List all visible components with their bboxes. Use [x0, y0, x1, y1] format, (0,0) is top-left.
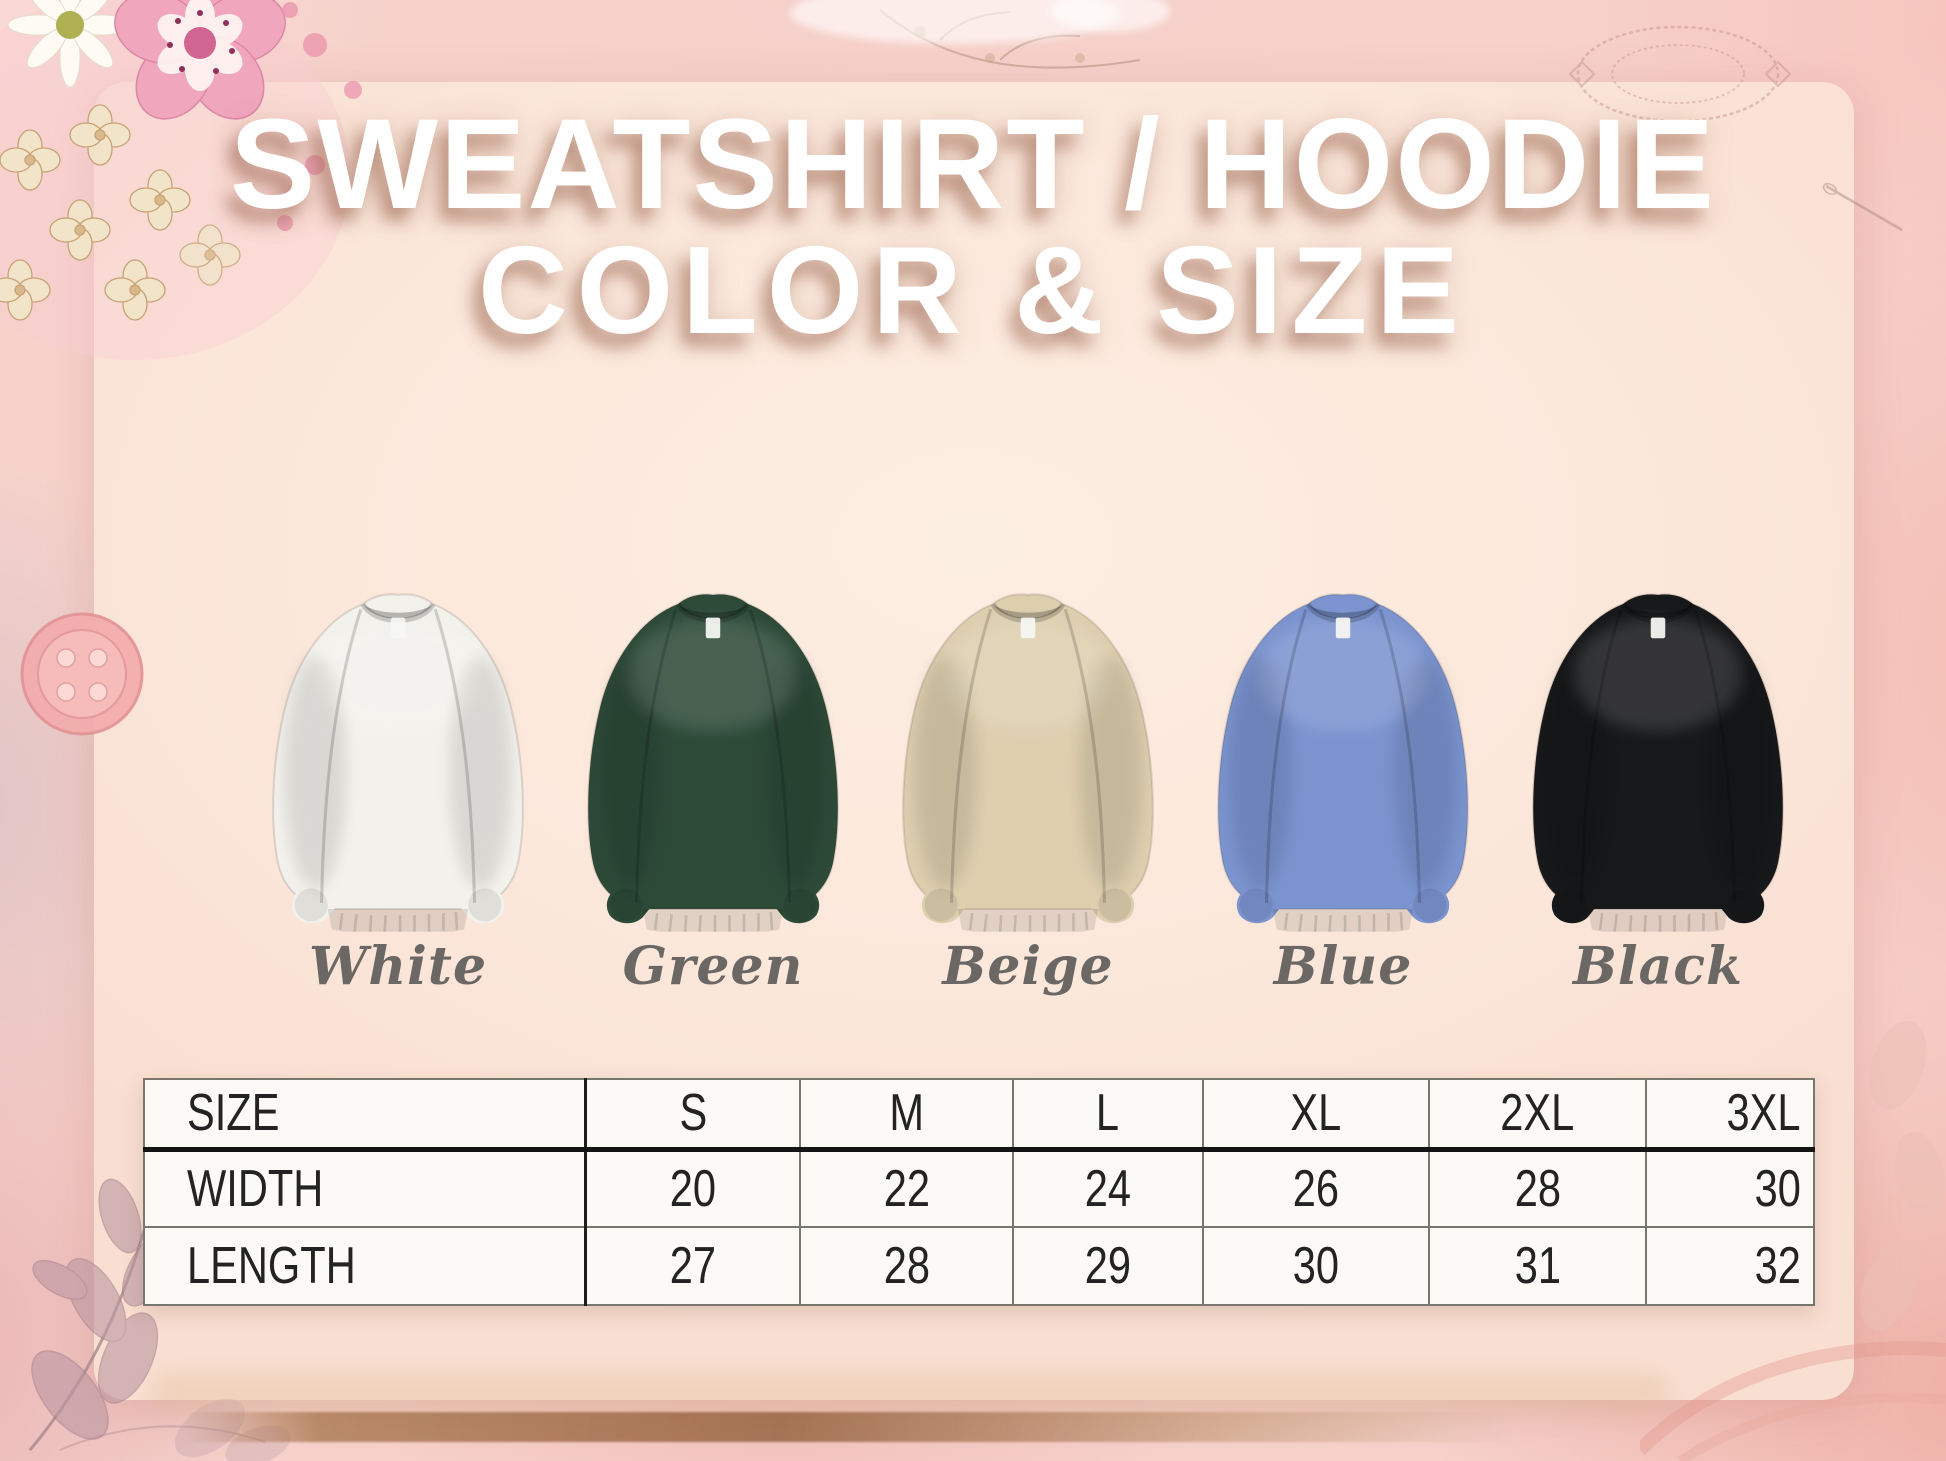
product-figure-blue: Blue [1183, 576, 1503, 997]
sweatshirt-image-blue [1188, 576, 1498, 932]
table-cell: 20 [584, 1148, 802, 1228]
product-figure-black: Black [1498, 576, 1818, 997]
table-cell: 31 [1428, 1226, 1648, 1306]
product-figure-beige: Beige [868, 576, 1188, 997]
product-figure-white: White [238, 576, 558, 997]
table-cell: 28 [1428, 1148, 1648, 1228]
table-cell: 32 [1645, 1226, 1815, 1306]
row-label-width: WIDTH [143, 1148, 588, 1228]
table-cell: 28 [799, 1226, 1014, 1306]
sweatshirt-image-black [1503, 576, 1813, 932]
color-label-white: White [308, 936, 488, 997]
sweatshirt-image-white [243, 576, 553, 932]
color-label-green: Green [622, 936, 804, 997]
wooden-shelf-edge [185, 1412, 1515, 1442]
size-table-header-xl: XL [1201, 1078, 1431, 1152]
size-table: SIZE S M L XL 2XL 3XL WIDTH 20 22 24 26 … [143, 1078, 1815, 1306]
table-cell: 27 [584, 1226, 802, 1306]
size-table-header-l: L [1011, 1078, 1204, 1152]
size-table-header-3xl: 3XL [1645, 1078, 1815, 1152]
title-line-2: COLOR & SIZE [478, 221, 1468, 360]
color-label-blue: Blue [1273, 936, 1413, 997]
size-table-header-2xl: 2XL [1428, 1078, 1648, 1152]
table-cell: 30 [1645, 1148, 1815, 1228]
petal-wisps-decoration [1859, 1020, 1946, 1331]
size-table-header-s: S [584, 1078, 802, 1152]
title-line-1: SWEATSHIRT / HOODIE [229, 93, 1717, 236]
size-table-row-width: WIDTH 20 22 24 26 28 30 [143, 1148, 1815, 1228]
size-table-header-m: M [799, 1078, 1014, 1152]
shelf-soft-shadow [150, 1372, 1670, 1414]
table-cell: 26 [1201, 1148, 1431, 1228]
table-cell: 24 [1011, 1148, 1204, 1228]
size-table-header-size: SIZE [143, 1078, 588, 1152]
table-cell: 30 [1201, 1226, 1431, 1306]
row-label-length: LENGTH [143, 1226, 588, 1306]
sweatshirt-image-beige [873, 576, 1183, 932]
table-cell: 29 [1011, 1226, 1204, 1306]
daisy-flower-icon [7, 0, 133, 88]
product-figure-green: Green [553, 576, 873, 997]
color-label-beige: Beige [942, 936, 1114, 997]
size-table-header-row: SIZE S M L XL 2XL 3XL [143, 1078, 1815, 1152]
table-cell: 22 [799, 1148, 1014, 1228]
color-label-black: Black [1572, 936, 1744, 997]
size-table-row-length: LENGTH 27 28 29 30 31 32 [143, 1226, 1815, 1306]
page-title: SWEATSHIRT / HOODIE COLOR & SIZE [0, 93, 1946, 360]
sweatshirt-image-green [558, 576, 868, 932]
